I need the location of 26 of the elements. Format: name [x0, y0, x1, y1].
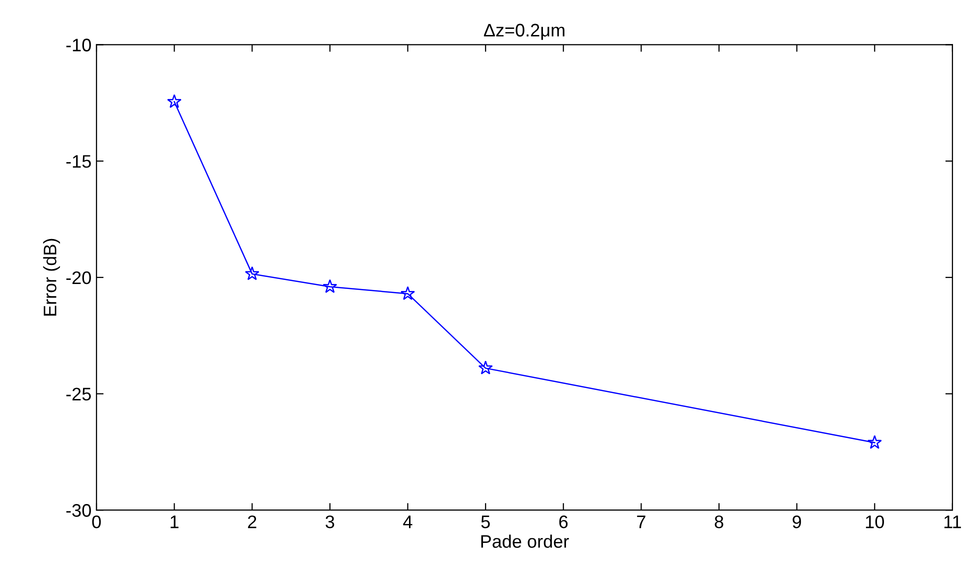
x-tick-label: 6 — [559, 515, 568, 528]
x-tick-label: 8 — [714, 515, 724, 528]
point — [167, 94, 182, 108]
y-tick-label: -30 — [66, 504, 91, 517]
x-tick-label: 11 — [944, 516, 961, 528]
point — [244, 266, 260, 280]
x-tick-label: 4 — [403, 516, 412, 528]
x-tick-label: 0 — [92, 515, 101, 528]
y-tick-label: -20 — [66, 271, 91, 284]
x-tick-label: 9 — [792, 515, 801, 528]
x-tick-label: 1 — [170, 516, 178, 528]
x-tick-label: 2 — [248, 515, 256, 528]
point — [867, 435, 882, 449]
point — [478, 360, 493, 374]
x-tick-label: 10 — [866, 515, 884, 528]
y-tick-label: -10 — [66, 38, 91, 52]
point — [322, 279, 338, 293]
y-axis-title: Error (dB) — [43, 238, 60, 316]
x-tick-label: 7 — [637, 516, 646, 528]
x-tick-label: 3 — [326, 515, 334, 528]
y-tick-label: -15 — [66, 155, 91, 168]
y-tick-label: -25 — [66, 388, 91, 400]
x-axis-title: Pade order — [481, 534, 569, 548]
x-tick-label: 5 — [481, 516, 490, 528]
point — [400, 286, 415, 300]
chart-title: Δz=0.2μm — [484, 24, 564, 40]
